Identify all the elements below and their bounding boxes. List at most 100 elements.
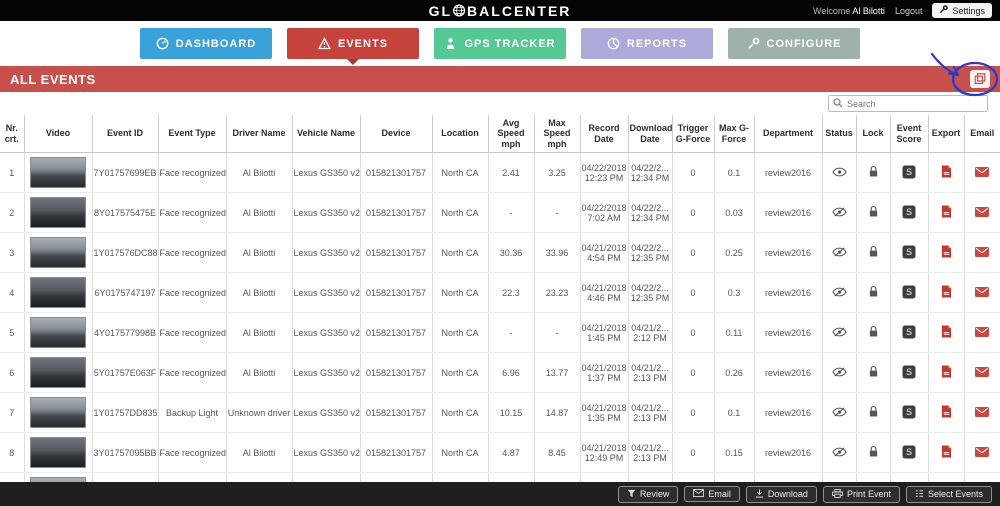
export-pdf-icon[interactable] (941, 205, 952, 218)
search-input[interactable] (847, 98, 983, 109)
select-events-button[interactable]: Select Events (905, 485, 992, 503)
video-thumbnail[interactable] (30, 437, 86, 469)
email-icon[interactable] (975, 166, 990, 177)
event-score-badge[interactable]: S (902, 285, 916, 299)
column-header[interactable]: Record Date (580, 115, 629, 154)
column-header[interactable]: Export (928, 115, 965, 154)
export-pdf-icon[interactable] (941, 245, 952, 258)
event-score-badge[interactable]: S (902, 325, 916, 339)
column-header[interactable]: Max G-Force (714, 115, 755, 154)
email-icon[interactable] (975, 206, 990, 217)
event-score-badge[interactable]: S (902, 405, 916, 419)
column-header[interactable]: Event Score (890, 115, 929, 154)
column-header[interactable]: Avg Speed mph (488, 115, 535, 154)
email-icon[interactable] (975, 286, 990, 297)
visibility-eye-icon[interactable] (831, 206, 847, 217)
lock-icon[interactable] (868, 325, 879, 338)
email-icon[interactable] (975, 446, 990, 457)
video-thumbnail[interactable] (30, 277, 86, 309)
visibility-eye-icon[interactable] (831, 326, 847, 337)
video-thumbnail[interactable] (30, 197, 86, 229)
table-row[interactable]: 6 5Y01757E063F Face recognized Al Bilott… (0, 352, 1000, 394)
tab-configure[interactable]: CONFIGURE (728, 28, 860, 59)
event-score-badge[interactable]: S (902, 245, 916, 259)
event-score-badge[interactable]: S (902, 365, 916, 379)
visibility-eye-icon[interactable] (831, 286, 847, 297)
lock-icon[interactable] (868, 445, 879, 458)
table-row[interactable]: 5 4Y017577998B Face recognized Al Bilott… (0, 312, 1000, 354)
video-thumbnail[interactable] (30, 357, 86, 389)
video-thumbnail[interactable] (30, 157, 86, 189)
lock-icon[interactable] (868, 245, 879, 258)
column-header[interactable]: Status (822, 115, 857, 154)
column-header[interactable]: Location (432, 115, 489, 154)
lock-icon[interactable] (868, 365, 879, 378)
email-icon[interactable] (975, 246, 990, 257)
export-pdf-icon[interactable] (941, 325, 952, 338)
tab-reports[interactable]: REPORTS (581, 28, 713, 59)
export-events-icon[interactable] (970, 70, 990, 88)
event-score-cell: S (890, 152, 929, 194)
event-score-badge[interactable]: S (902, 205, 916, 219)
email-button[interactable]: Email (684, 486, 740, 502)
lock-icon[interactable] (868, 285, 879, 298)
column-header[interactable]: Max Speed mph (534, 115, 581, 154)
tab-events[interactable]: EVENTS (287, 28, 419, 65)
lock-icon[interactable] (868, 405, 879, 418)
review-button[interactable]: Review (617, 485, 679, 503)
welcome-label: Welcome (813, 5, 851, 16)
max-speed-cell: - (534, 312, 581, 354)
settings-button[interactable]: Settings (932, 3, 992, 18)
export-pdf-icon[interactable] (941, 445, 952, 458)
table-row[interactable]: 1 7Y01757699EB Face recognized Al Bilott… (0, 152, 1000, 194)
column-header[interactable]: Video (24, 115, 93, 154)
table-row[interactable]: 7 1Y01757DD835 Backup Light Unknown driv… (0, 392, 1000, 434)
video-thumbnail[interactable] (30, 397, 86, 429)
driver-name-cell: Al Bilotti (226, 312, 293, 354)
table-row[interactable]: 8 3Y01757095BB Face recognized Al Bilott… (0, 432, 1000, 474)
visibility-eye-icon[interactable] (831, 366, 847, 377)
column-header[interactable]: Download Date (628, 115, 673, 154)
department-cell: review2016 (754, 392, 823, 434)
visibility-eye-icon[interactable] (831, 446, 847, 457)
column-header[interactable]: Device (360, 115, 433, 154)
table-row[interactable]: 2 8Y017575475E Face recognized Al Bilott… (0, 192, 1000, 234)
column-header[interactable]: Driver Name (226, 115, 293, 154)
export-pdf-icon[interactable] (941, 165, 952, 178)
table-row[interactable]: 4 6Y0175747197 Face recognized Al Bilott… (0, 272, 1000, 314)
max-gforce-cell: 0.3 (714, 272, 755, 314)
visibility-eye-icon[interactable] (831, 406, 847, 417)
column-header[interactable]: Vehicle Name (292, 115, 361, 154)
email-icon[interactable] (975, 366, 990, 377)
lock-icon[interactable] (868, 205, 879, 218)
export-pdf-icon[interactable] (941, 405, 952, 418)
column-header[interactable]: Department (754, 115, 823, 154)
export-pdf-icon[interactable] (941, 285, 952, 298)
tab-gps-tracker[interactable]: GPS TRACKER (434, 28, 566, 59)
export-pdf-icon[interactable] (941, 365, 952, 378)
column-header[interactable]: Event Type (158, 115, 227, 154)
column-header[interactable]: Nr. crt. (0, 115, 25, 154)
visibility-eye-icon[interactable] (831, 167, 847, 177)
page-title: ALL EVENTS (10, 71, 96, 87)
column-header[interactable]: Lock (856, 115, 891, 154)
table-row[interactable]: 3 1Y017576DC88 Face recognized Al Bilott… (0, 232, 1000, 274)
video-thumbnail[interactable] (30, 237, 86, 269)
email-icon[interactable] (975, 326, 990, 337)
event-score-badge[interactable]: S (902, 445, 916, 459)
download-date-cell: 04/22/2... 12:34 PM (628, 152, 673, 194)
column-header[interactable]: Email (964, 115, 1000, 154)
visibility-eye-icon[interactable] (831, 246, 847, 257)
search-box[interactable] (828, 95, 988, 112)
tab-dashboard[interactable]: DASHBOARD (140, 28, 272, 59)
event-score-badge[interactable]: S (902, 165, 916, 179)
print-event-button[interactable]: Print Event (822, 485, 900, 503)
logout-link[interactable]: Logout (894, 5, 923, 16)
column-header[interactable]: Event ID (92, 115, 159, 154)
lock-icon[interactable] (868, 165, 879, 178)
download-date-cell: 04/22/2... 12:35 PM (628, 232, 673, 274)
column-header[interactable]: Trigger G-Force (672, 115, 715, 154)
email-icon[interactable] (975, 406, 990, 417)
video-thumbnail[interactable] (30, 317, 86, 349)
download-button[interactable]: Download (745, 485, 817, 503)
